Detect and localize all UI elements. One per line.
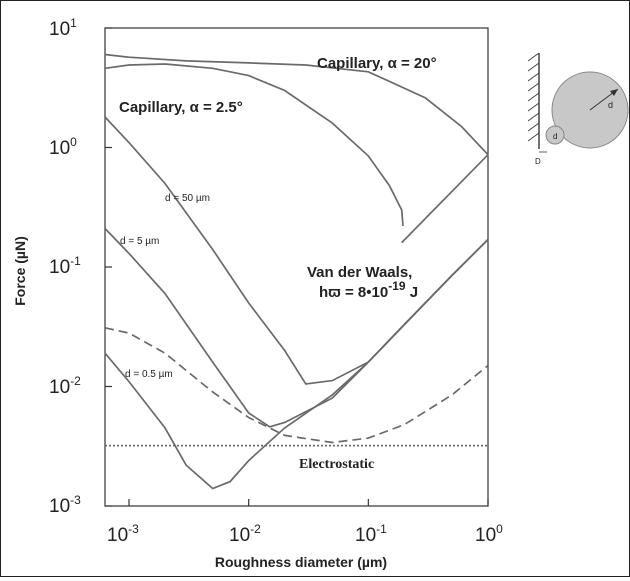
series-line-cap_branch: [401, 154, 489, 244]
inset-wall-hatching: [527, 52, 540, 142]
inset-arrowhead: [610, 89, 618, 96]
series-group: [104, 53, 489, 490]
x-axis-title: Roughness diameter (µm): [215, 554, 387, 570]
series-line-cap20: [104, 53, 489, 156]
vdw-label-line1: Van der Waals,: [307, 264, 412, 281]
series-line-vdw_0_5: [104, 238, 489, 490]
x-tick-marks: [128, 499, 489, 506]
y-tick-label: 10-2: [49, 374, 81, 398]
x-tick-label: 100: [475, 522, 503, 546]
inset-d-label-small: d: [553, 132, 557, 141]
vdw-label-line2: hϖ = 8•10-19 J: [319, 279, 418, 301]
x-tick-label: 10-1: [355, 522, 387, 546]
d-5-label: d = 5 µm: [120, 236, 159, 247]
inset-D-label: D: [535, 157, 541, 166]
x-tick-label: 10-2: [229, 522, 261, 546]
y-tick-marks: [105, 27, 112, 507]
series-line-dashed: [104, 326, 489, 444]
series-line-vdw_5: [104, 227, 489, 428]
series-line-vdw_50: [104, 116, 489, 385]
inset-asperity: [545, 125, 565, 145]
capillary-20-label: Capillary, α = 20°: [317, 55, 437, 72]
y-tick-label: 101: [49, 16, 77, 40]
inset-schematic: d d D: [527, 52, 629, 166]
inset-d-label: d: [608, 100, 613, 110]
capillary-2-5-label: Capillary, α = 2.5°: [119, 99, 243, 116]
y-tick-label: 10-1: [49, 254, 81, 278]
electrostatic-label: Electrostatic: [299, 457, 374, 472]
y-tick-label: 100: [49, 135, 77, 159]
d-50-label: d = 50 µm: [165, 193, 210, 204]
x-tick-label: 10-3: [107, 522, 139, 546]
series-line-cap2_5: [104, 63, 404, 227]
y-tick-label: 10-3: [49, 493, 81, 517]
y-axis-title: Force (µN): [12, 236, 28, 306]
d-0-5-label: d = 0.5 µm: [125, 369, 173, 380]
